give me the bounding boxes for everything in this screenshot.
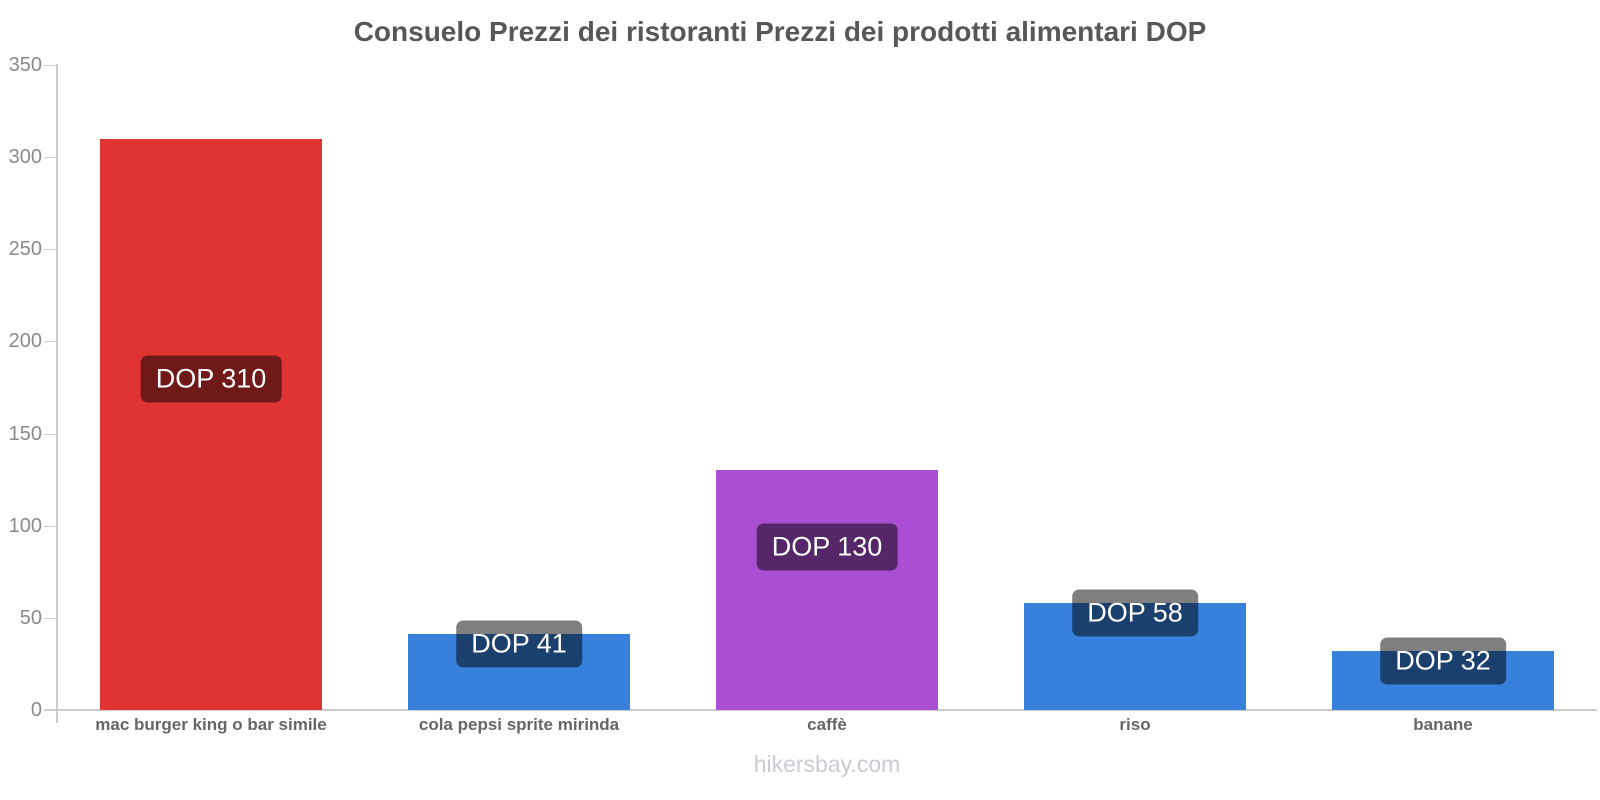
y-axis-line (56, 64, 58, 723)
bar (716, 470, 938, 710)
y-axis-tick-mark (44, 65, 57, 66)
x-axis-category-label: banane (1413, 715, 1473, 734)
watermark-hikersbay: hikersbay.com (753, 751, 901, 777)
x-axis-category-label: caffè (807, 715, 847, 734)
y-axis-tick-label: 150 (8, 422, 42, 445)
y-axis-tick-mark (44, 249, 57, 251)
bar-value-badge: DOP 41 (456, 620, 582, 668)
chart-title: Consuelo Prezzi dei ristoranti Prezzi de… (353, 16, 1207, 47)
y-axis-tick-label: 100 (8, 514, 42, 537)
y-axis-tick-label: 350 (8, 54, 42, 76)
bar-value-badge: DOP 130 (756, 523, 898, 571)
y-axis-tick-label: 300 (8, 146, 42, 169)
x-axis-line (44, 709, 1597, 711)
y-axis-tick-label: 50 (19, 606, 42, 629)
y-axis-tick-label: 200 (8, 330, 42, 353)
bar-value-badge: DOP 32 (1380, 637, 1506, 685)
x-axis-category-label: mac burger king o bar simile (95, 715, 327, 734)
bar (100, 138, 322, 710)
y-axis-tick-label: 250 (8, 238, 42, 261)
bar-value-badge: DOP 310 (140, 355, 282, 403)
x-axis-category-label: cola pepsi sprite mirinda (418, 715, 620, 734)
bar-value-badge: DOP 58 (1072, 589, 1198, 637)
y-axis-tick-mark (44, 710, 57, 711)
y-axis-tick-mark (44, 525, 57, 527)
y-axis-tick-mark (44, 157, 57, 159)
y-axis-tick-mark (44, 433, 57, 435)
y-axis-tick-label: 0 (30, 699, 42, 721)
y-axis-tick-mark (44, 617, 57, 619)
x-axis-category-label: riso (1119, 715, 1151, 734)
y-axis-tick-mark (44, 341, 57, 343)
